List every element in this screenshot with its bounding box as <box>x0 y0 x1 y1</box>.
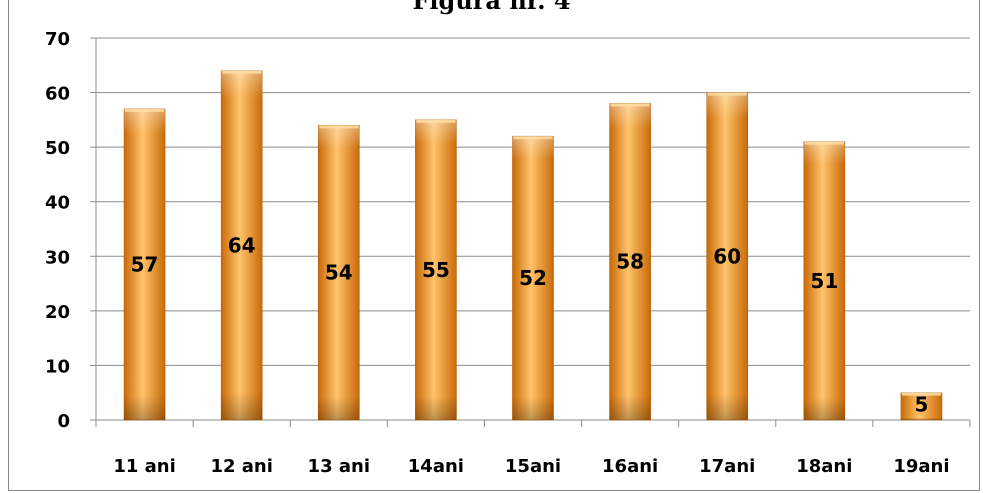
data-label: 54 <box>325 261 353 285</box>
bars <box>123 70 943 421</box>
x-category-label: 19ani <box>893 456 949 477</box>
bar-shading <box>221 70 263 420</box>
y-tick-label: 0 <box>57 411 70 432</box>
data-label: 52 <box>519 266 547 290</box>
y-tick-label: 10 <box>45 356 70 377</box>
x-category-label: 17ani <box>699 456 755 477</box>
bar-cap <box>222 70 262 74</box>
y-tick-label: 20 <box>45 302 70 323</box>
bar-cap <box>416 119 456 123</box>
x-category-label: 14ani <box>408 456 464 477</box>
bar-shading <box>318 125 360 421</box>
bar-cap <box>610 103 650 107</box>
bar-shading <box>609 103 651 420</box>
x-category-label: 11 ani <box>113 456 175 477</box>
y-tick-label: 40 <box>45 193 70 214</box>
x-category-label: 15ani <box>505 456 561 477</box>
bar-shading <box>124 108 166 420</box>
chart-title: Figura nr. 4 <box>412 0 571 15</box>
data-label: 57 <box>131 252 159 276</box>
data-label: 55 <box>422 258 450 282</box>
x-category-label: 16ani <box>602 456 658 477</box>
bar-cap <box>901 392 941 396</box>
data-label: 64 <box>228 233 256 257</box>
bar-shading <box>803 141 845 420</box>
bar-cap <box>804 141 844 145</box>
data-label: 60 <box>713 244 741 268</box>
bar-cap <box>125 108 165 112</box>
bar-cap <box>513 136 553 140</box>
bar-shading <box>512 136 554 420</box>
data-label: 5 <box>914 392 928 416</box>
bar-shading <box>900 392 942 420</box>
labels: 0 10 20 30 40 50 60 70 57 11 ani 64 12 ani 54 13 ani 5… <box>45 29 950 477</box>
bar-shading <box>415 119 457 420</box>
data-label: 58 <box>616 250 644 274</box>
x-category-label: 13 ani <box>308 456 370 477</box>
y-tick-label: 70 <box>45 29 70 50</box>
y-tick-label: 30 <box>45 247 70 268</box>
x-category-label: 18ani <box>796 456 852 477</box>
x-category-label: 12 ani <box>210 456 272 477</box>
bar-cap <box>707 92 747 96</box>
bar-shading <box>706 92 748 421</box>
data-label: 51 <box>810 269 838 293</box>
y-tick-label: 60 <box>45 84 70 105</box>
y-tick-label: 50 <box>45 138 70 159</box>
chart-border <box>8 0 980 491</box>
bar-cap <box>319 125 359 129</box>
